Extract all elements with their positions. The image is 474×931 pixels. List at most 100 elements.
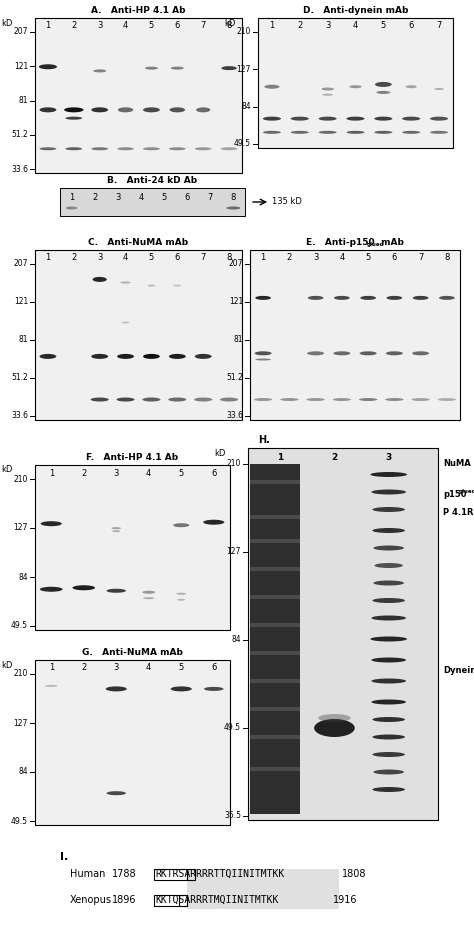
Text: 5: 5	[179, 468, 184, 478]
Text: 4: 4	[339, 253, 345, 263]
Ellipse shape	[220, 398, 238, 401]
Text: 7: 7	[201, 21, 206, 31]
Text: 7: 7	[201, 253, 206, 263]
Ellipse shape	[195, 354, 211, 358]
Bar	[250, 735, 301, 739]
Ellipse shape	[168, 398, 186, 401]
Text: Dynein: Dynein	[443, 667, 474, 675]
Ellipse shape	[39, 107, 56, 113]
Bar	[35, 250, 242, 420]
Ellipse shape	[169, 147, 186, 150]
Ellipse shape	[318, 714, 351, 722]
Text: I.: I.	[60, 852, 68, 862]
Ellipse shape	[402, 131, 420, 134]
Text: 7: 7	[437, 21, 442, 31]
Ellipse shape	[93, 70, 106, 73]
Ellipse shape	[169, 354, 186, 358]
Ellipse shape	[413, 296, 428, 300]
Text: H.: H.	[258, 435, 270, 445]
Ellipse shape	[373, 787, 405, 792]
Ellipse shape	[372, 699, 406, 705]
Ellipse shape	[386, 296, 402, 300]
Text: 3: 3	[313, 253, 319, 263]
Ellipse shape	[374, 770, 404, 775]
Ellipse shape	[360, 296, 376, 300]
Text: 4: 4	[123, 253, 128, 263]
Text: 8: 8	[444, 253, 449, 263]
Text: kD: kD	[1, 19, 13, 28]
Text: 81: 81	[18, 96, 28, 105]
Ellipse shape	[143, 597, 155, 600]
Text: 207: 207	[228, 260, 243, 268]
Ellipse shape	[107, 588, 126, 593]
Text: 5: 5	[179, 664, 184, 672]
Ellipse shape	[92, 277, 107, 282]
Ellipse shape	[143, 147, 160, 150]
Bar	[60, 188, 245, 216]
Text: 7: 7	[208, 193, 213, 201]
Ellipse shape	[376, 91, 390, 94]
Text: kD: kD	[225, 19, 236, 28]
Ellipse shape	[91, 354, 108, 358]
Text: E.   Anti-p150: E. Anti-p150	[306, 238, 374, 247]
Text: 4: 4	[138, 193, 144, 201]
Text: 84: 84	[231, 636, 241, 644]
Ellipse shape	[373, 598, 405, 603]
Text: 121: 121	[14, 298, 28, 306]
Ellipse shape	[359, 398, 377, 401]
Text: 3: 3	[114, 664, 119, 672]
Text: G.   Anti-NuMA mAb: G. Anti-NuMA mAb	[82, 648, 183, 657]
Ellipse shape	[438, 398, 456, 401]
Text: KKTQSARRRTMQIINITMTKK: KKTQSARRRTMQIINITMTKK	[155, 895, 278, 905]
Text: D.   Anti-dynein mAb: D. Anti-dynein mAb	[303, 6, 408, 15]
Text: 3: 3	[97, 253, 102, 263]
Text: 6: 6	[409, 21, 414, 31]
Text: 6: 6	[211, 664, 217, 672]
Text: B.   Anti-24 kD Ab: B. Anti-24 kD Ab	[108, 176, 198, 185]
Ellipse shape	[360, 351, 377, 356]
Ellipse shape	[430, 116, 448, 121]
Ellipse shape	[106, 686, 127, 692]
Ellipse shape	[264, 85, 280, 88]
Ellipse shape	[434, 88, 444, 90]
Text: 5: 5	[149, 253, 154, 263]
Bar	[187, 869, 338, 909]
Text: C.   Anti-NuMA mAb: C. Anti-NuMA mAb	[89, 238, 189, 247]
Ellipse shape	[370, 472, 407, 477]
Text: p150: p150	[443, 491, 466, 499]
Bar	[154, 869, 187, 880]
Text: 6: 6	[174, 21, 180, 31]
Text: 4: 4	[146, 468, 151, 478]
Text: 2: 2	[287, 253, 292, 263]
Ellipse shape	[373, 528, 405, 533]
Ellipse shape	[142, 398, 161, 401]
Text: 81: 81	[18, 335, 28, 344]
Text: 210: 210	[227, 460, 241, 468]
Ellipse shape	[145, 67, 158, 70]
Text: 1916: 1916	[333, 895, 358, 905]
Bar	[179, 895, 187, 906]
Ellipse shape	[439, 296, 455, 300]
Ellipse shape	[402, 116, 420, 121]
Ellipse shape	[39, 354, 56, 358]
Ellipse shape	[40, 587, 63, 592]
Ellipse shape	[91, 107, 108, 113]
Ellipse shape	[170, 107, 185, 113]
Ellipse shape	[372, 615, 406, 620]
Bar	[187, 869, 195, 880]
Text: 4: 4	[146, 664, 151, 672]
Ellipse shape	[372, 490, 406, 494]
Text: 1: 1	[46, 21, 51, 31]
Text: glued: glued	[367, 242, 384, 247]
Text: Xenopus: Xenopus	[70, 895, 112, 905]
Ellipse shape	[374, 131, 392, 134]
Ellipse shape	[65, 147, 82, 150]
Bar	[154, 895, 187, 906]
Text: 1: 1	[261, 253, 266, 263]
Ellipse shape	[333, 398, 351, 401]
Ellipse shape	[254, 398, 272, 401]
Text: 6: 6	[174, 253, 180, 263]
Ellipse shape	[39, 147, 56, 150]
Ellipse shape	[176, 593, 186, 595]
Ellipse shape	[406, 86, 417, 88]
